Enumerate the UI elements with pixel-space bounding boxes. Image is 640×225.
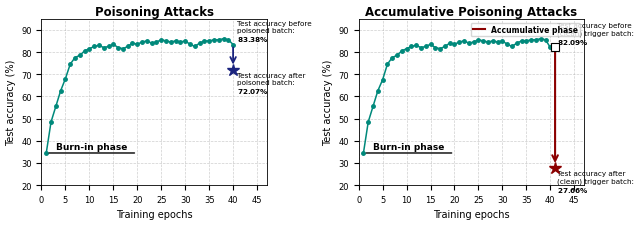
Y-axis label: Test accuracy (%): Test accuracy (%) <box>323 59 333 146</box>
Title: Accumulative Poisoning Attacks: Accumulative Poisoning Attacks <box>365 6 577 18</box>
Legend: Accumulative phase: Accumulative phase <box>471 23 580 37</box>
X-axis label: Training epochs: Training epochs <box>433 209 509 219</box>
Text: Test accuracy after
poisoned batch:
$\mathbf{72.07\%}$: Test accuracy after poisoned batch: $\ma… <box>237 72 305 96</box>
Text: Burn-in phase: Burn-in phase <box>373 143 445 152</box>
Text: Burn-in phase: Burn-in phase <box>56 143 127 152</box>
Text: Test accuracy before
poisoned batch:
$\mathbf{83.38\%}$: Test accuracy before poisoned batch: $\m… <box>237 21 312 44</box>
Y-axis label: Test accuracy (%): Test accuracy (%) <box>6 59 15 146</box>
X-axis label: Training epochs: Training epochs <box>116 209 193 219</box>
Text: Test accuracy after
(clean) trigger batch:
$\mathbf{27.66\%}$: Test accuracy after (clean) trigger batc… <box>557 171 634 194</box>
Text: Test accuracy before
(clean) trigger batch:
$\mathbf{82.09\%}$: Test accuracy before (clean) trigger bat… <box>557 23 634 47</box>
Title: Poisoning Attacks: Poisoning Attacks <box>95 6 214 18</box>
